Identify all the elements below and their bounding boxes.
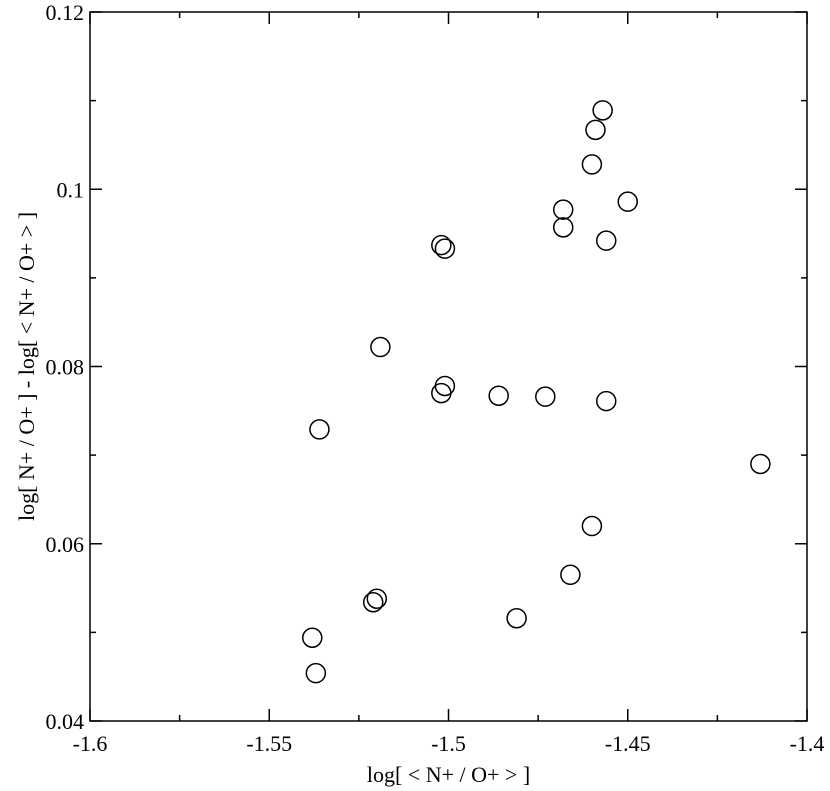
scatter-point (552, 217, 574, 238)
scatter-point (595, 390, 617, 412)
x-tick-label: -1.45 (605, 731, 651, 756)
x-axis-label: log[ < N+ / O+ > ] (367, 762, 530, 787)
scatter-point (552, 199, 574, 220)
y-axis-label: log[ N+ / O+ ] - log[ < N+ / O+ > ] (14, 212, 39, 521)
scatter-point (617, 191, 638, 212)
scatter-point (370, 336, 391, 358)
scatter-point (595, 230, 617, 251)
scatter-point (366, 588, 388, 609)
scatter-point (309, 419, 330, 440)
scatter-point (592, 100, 613, 121)
scatter-point (560, 564, 581, 586)
scatter-point (434, 238, 456, 259)
x-tick-label: -1.6 (73, 731, 108, 756)
x-tick-label: -1.5 (431, 731, 466, 756)
y-tick-label: 0.08 (46, 355, 85, 380)
scatter-point (488, 385, 509, 406)
scatter-point (431, 382, 452, 404)
scatter-point (302, 627, 323, 648)
scatter-point (750, 453, 771, 475)
axis-ticks (89, 11, 808, 722)
y-tick-label: 0.06 (46, 532, 85, 557)
x-tick-label: -1.4 (790, 731, 825, 756)
scatter-point (581, 515, 603, 537)
scatter-point (506, 607, 527, 629)
x-tick-label: -1.55 (246, 731, 292, 756)
plot-frame (89, 11, 808, 722)
y-tick-label: 0.1 (57, 177, 85, 202)
scatter-point (581, 154, 603, 175)
y-tick-label: 0.04 (46, 709, 85, 734)
scatter-point (585, 119, 606, 141)
y-tick-label: 0.12 (46, 0, 85, 25)
scatter-point (362, 591, 384, 613)
scatter-point (535, 386, 556, 407)
scatter-point (305, 662, 327, 684)
axis-tick-labels: -1.6 -1.55 -1.5 -1.45 -1.4 0.04 0.06 0.08 0.1 0.1… (46, 0, 825, 756)
data-points (302, 100, 771, 684)
scatter-point (431, 234, 452, 256)
